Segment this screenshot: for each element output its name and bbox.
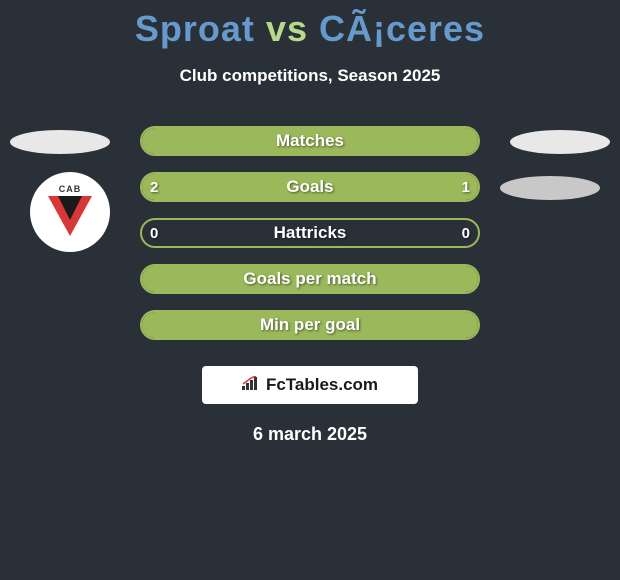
comparison-title: Sproat vs CÃ¡ceres: [0, 0, 620, 50]
stat-row: Hattricks 0 0: [0, 218, 620, 264]
date-label: 6 march 2025: [0, 424, 620, 445]
stat-label: Matches: [276, 131, 344, 151]
stat-label: Goals per match: [243, 269, 376, 289]
player-name-right: CÃ¡ceres: [319, 8, 485, 49]
vs-separator: vs: [266, 8, 308, 49]
stat-row: Matches: [0, 126, 620, 172]
stat-bar: Hattricks: [140, 218, 480, 248]
stat-bar: Min per goal: [140, 310, 480, 340]
stat-row: Min per goal: [0, 310, 620, 356]
stat-value-left: 0: [150, 225, 158, 242]
chart-icon: [242, 376, 260, 394]
watermark: FcTables.com: [202, 366, 418, 404]
player-name-left: Sproat: [135, 8, 255, 49]
stat-bar: Goals: [140, 172, 480, 202]
stat-bar: Goals per match: [140, 264, 480, 294]
watermark-text: FcTables.com: [266, 375, 378, 395]
stat-label: Min per goal: [260, 315, 360, 335]
stats-container: CAB MatchesGoals21Hattricks00Goals per m…: [0, 126, 620, 356]
stat-row: Goals 2 1: [0, 172, 620, 218]
stat-value-left: 2: [150, 179, 158, 196]
stat-value-right: 1: [462, 179, 470, 196]
stat-value-right: 0: [462, 225, 470, 242]
subtitle: Club competitions, Season 2025: [0, 66, 620, 86]
stat-bar: Matches: [140, 126, 480, 156]
stat-label: Hattricks: [274, 223, 347, 243]
stat-label: Goals: [286, 177, 333, 197]
stat-row: Goals per match: [0, 264, 620, 310]
